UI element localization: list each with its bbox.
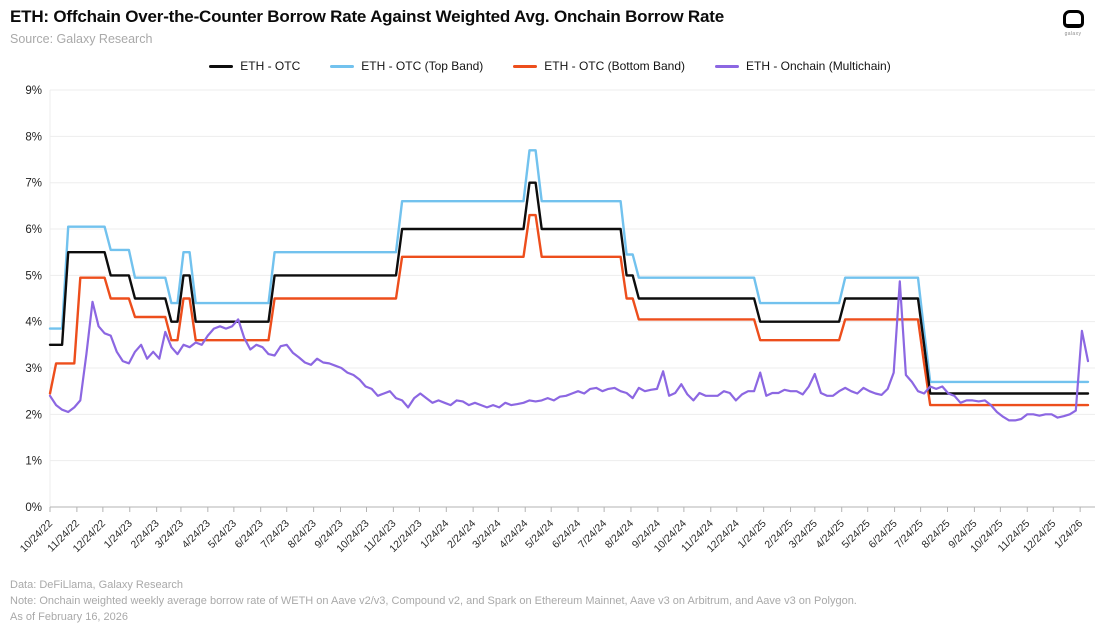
x-tick-label: 7/24/24 [576,518,609,551]
page-title: ETH: Offchain Over-the-Counter Borrow Ra… [10,7,724,26]
y-tick-label: 5% [25,270,42,282]
footer-note: Note: Onchain weighted weekly average bo… [10,594,857,607]
legend-label: ETH - OTC (Top Band) [361,59,484,73]
legend-item-4: ETH - Onchain (Multichain) [715,59,891,73]
source-label: Source: Galaxy Research [10,32,153,46]
x-tick-label: 8/24/25 [919,518,952,551]
legend-swatch-icon [513,64,538,68]
x-tick-label: 1/24/25 [736,518,769,551]
series-line-3 [48,213,1090,407]
y-tick-label: 0% [25,502,42,514]
legend-swatch-icon [715,64,739,68]
x-tick-label: 1/24/24 [418,518,451,551]
galaxy-logo-icon [1062,10,1084,28]
header: ETH: Offchain Over-the-Counter Borrow Ra… [0,0,1100,46]
footer: Data: DeFiLlama, Galaxy Research Note: O… [0,575,1100,626]
legend-item-3: ETH - OTC (Bottom Band) [513,59,685,73]
y-tick-label: 1% [25,456,42,468]
x-tick-label: 1/24/23 [102,518,135,551]
legend-swatch-icon [209,64,234,68]
x-tick-label: 1/24/26 [1052,518,1085,551]
y-tick-label: 2% [25,409,42,421]
series-line-2 [48,149,1090,384]
legend: ETH - OTC ETH - OTC (Top Band) ETH - OTC (… [0,57,1100,75]
legend-swatch-icon [330,64,355,68]
y-tick-label: 4% [25,317,42,329]
footer-data-source: Data: DeFiLlama, Galaxy Research [10,579,184,591]
x-tick-label: 5/24/25 [840,518,873,551]
legend-item-2: ETH - OTC (Top Band) [330,59,483,73]
y-tick-label: 6% [25,224,42,236]
galaxy-logo: galaxy [1060,10,1086,37]
chart-plot: 0%1%2%3%4%5%6%7%8%9%10/24/2211/24/2212/2… [18,85,1095,555]
x-tick-label: 5/24/23 [206,518,239,551]
legend-item-1: ETH - OTC [209,59,300,73]
y-tick-label: 8% [25,131,42,143]
footer-as-of-date: As of February 16, 2026 [10,610,129,623]
x-tick-label: 7/24/23 [259,518,292,551]
x-tick-label: 3/24/24 [470,518,503,551]
x-tick-label: 8/24/24 [603,518,636,551]
x-tick-label: 5/24/24 [523,518,556,551]
y-tick-label: 7% [25,178,42,190]
legend-label: ETH - OTC (Bottom Band) [544,59,685,73]
y-tick-label: 3% [25,363,42,375]
y-tick-label: 9% [25,85,42,97]
series-line-1 [48,181,1090,395]
series-line-4 [48,280,1090,422]
galaxy-logo-text: galaxy [1064,31,1082,37]
x-tick-label: 8/24/23 [285,518,318,551]
x-tick-label: 7/24/25 [892,518,925,551]
legend-label: ETH - OTC [240,59,301,73]
legend-label: ETH - Onchain (Multichain) [746,59,891,73]
